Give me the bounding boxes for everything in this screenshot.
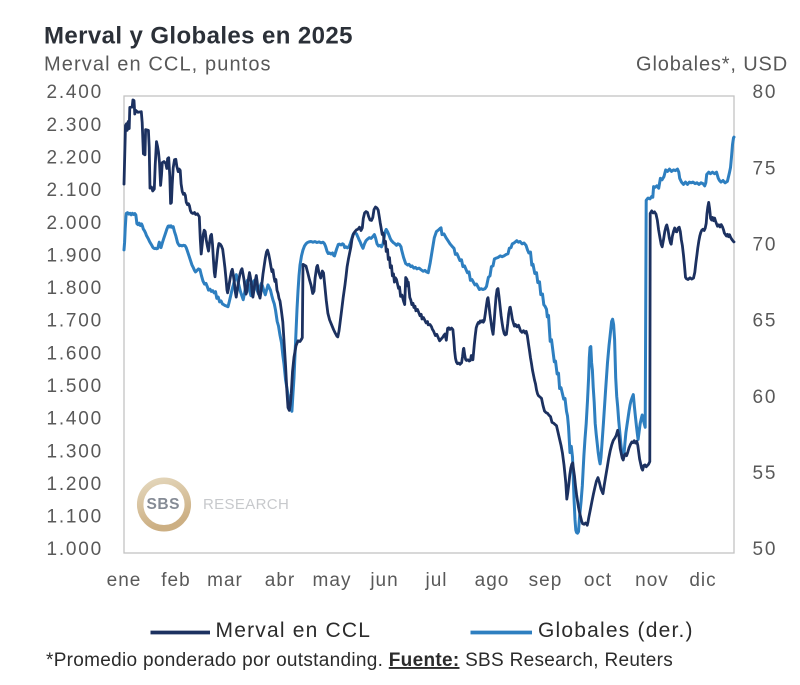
svg-text:60: 60 (753, 387, 778, 408)
svg-text:1.500: 1.500 (46, 376, 103, 397)
svg-text:*Promedio ponderado por outsta: *Promedio ponderado por outstanding. Fue… (46, 650, 673, 671)
svg-text:RESEARCH: RESEARCH (203, 496, 289, 513)
svg-text:nov: nov (635, 570, 669, 591)
svg-text:2.300: 2.300 (46, 115, 103, 136)
svg-text:jul: jul (424, 570, 447, 591)
svg-text:SBS: SBS (146, 496, 180, 513)
svg-text:dic: dic (689, 570, 716, 591)
svg-text:ene: ene (107, 570, 142, 591)
svg-text:abr: abr (265, 570, 295, 591)
svg-text:mar: mar (207, 570, 243, 591)
svg-text:Globales*, USD: Globales*, USD (636, 54, 788, 76)
svg-text:Merval en CCL: Merval en CCL (216, 619, 372, 642)
svg-text:1.700: 1.700 (46, 311, 103, 332)
svg-text:70: 70 (753, 235, 778, 256)
svg-text:Merval y Globales en 2025: Merval y Globales en 2025 (44, 23, 353, 50)
svg-text:75: 75 (753, 158, 778, 179)
svg-text:2.200: 2.200 (46, 148, 103, 169)
svg-text:2.000: 2.000 (46, 213, 103, 234)
svg-text:jun: jun (369, 570, 398, 591)
svg-text:1.400: 1.400 (46, 409, 103, 430)
svg-text:2.400: 2.400 (46, 82, 103, 103)
svg-text:1.100: 1.100 (46, 507, 103, 528)
svg-text:55: 55 (753, 463, 778, 484)
svg-text:1.300: 1.300 (46, 441, 103, 462)
svg-text:65: 65 (753, 311, 778, 332)
svg-text:Merval en CCL, puntos: Merval en CCL, puntos (44, 54, 272, 76)
svg-text:ago: ago (475, 570, 510, 591)
svg-text:feb: feb (161, 570, 190, 591)
svg-text:1.200: 1.200 (46, 474, 103, 495)
svg-text:may: may (313, 570, 352, 591)
svg-text:1.600: 1.600 (46, 343, 103, 364)
svg-text:2.100: 2.100 (46, 180, 103, 201)
svg-text:sep: sep (529, 570, 563, 591)
svg-text:1.800: 1.800 (46, 278, 103, 299)
svg-text:oct: oct (584, 570, 612, 591)
svg-text:Globales (der.): Globales (der.) (538, 619, 694, 642)
svg-text:1.000: 1.000 (46, 539, 103, 560)
svg-text:1.900: 1.900 (46, 245, 103, 266)
svg-text:50: 50 (753, 539, 778, 560)
svg-text:80: 80 (753, 82, 778, 103)
